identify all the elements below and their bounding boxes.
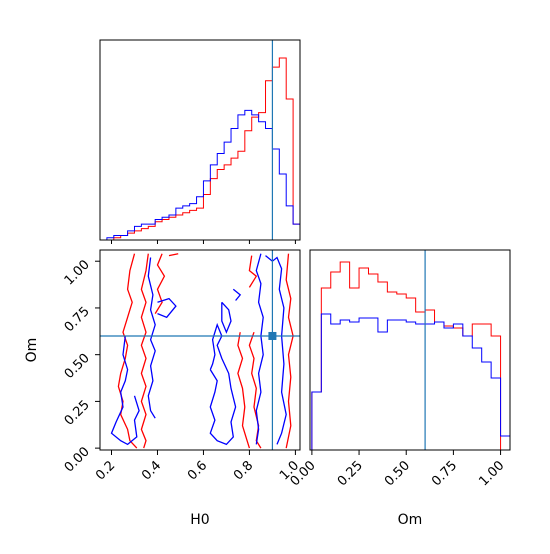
contour-red-2 <box>154 253 166 314</box>
x-axis-label-om: Om <box>398 512 423 528</box>
contour-blue-5 <box>265 255 287 445</box>
hist-h0-panel <box>99 39 301 241</box>
hist-om-xtick-label: 0.25 <box>335 458 366 489</box>
contour-red-4 <box>248 255 258 288</box>
contour-red-5 <box>237 332 251 449</box>
hist-om-xtick-label: 1.00 <box>476 458 507 489</box>
contour-blue-2 <box>157 297 177 319</box>
x-axis-label-h0: H0 <box>190 512 209 528</box>
hist-om-panel <box>309 249 511 451</box>
contour-red-7 <box>285 253 294 449</box>
contour-blue-4 <box>255 253 264 445</box>
hist-om-series-blue <box>311 313 510 450</box>
hist-om-xtick-label: 0.75 <box>429 458 460 489</box>
contour-blue-7 <box>232 288 242 301</box>
contour-ytick-label: 0.75 <box>62 304 93 335</box>
contour-blue-0 <box>110 335 140 446</box>
contour-red-0 <box>117 253 138 449</box>
contour-frame <box>99 249 301 451</box>
contour-blue-6 <box>221 301 232 334</box>
contour-xtick-label: 0.2 <box>93 458 118 483</box>
contour-blue-3 <box>209 322 237 446</box>
y-axis-label-om: Om <box>24 338 40 363</box>
contour-xtick-label: 0.6 <box>185 458 210 483</box>
hist-h0-series-red <box>100 57 301 241</box>
hist-om-frame <box>309 249 511 451</box>
contour-xtick-label: 0.4 <box>139 458 164 483</box>
contour-panel <box>99 249 301 451</box>
contour-red-1 <box>140 253 149 449</box>
truth-marker <box>268 331 277 340</box>
contour-ytick-label: 0.50 <box>62 351 93 382</box>
contour-red-6 <box>248 331 262 449</box>
contour-ytick-label: 1.00 <box>62 257 93 288</box>
contour-xtick-label: 0.8 <box>231 458 256 483</box>
hist-h0-series-blue <box>100 109 301 241</box>
hist-om-series-red <box>311 261 510 451</box>
contour-blue-1 <box>147 257 156 419</box>
contour-ytick-label: 0.25 <box>62 398 93 429</box>
hist-h0-frame <box>99 39 301 241</box>
contour-ytick-label: 0.00 <box>62 444 93 475</box>
hist-om-xtick-label: 0.50 <box>382 458 413 489</box>
contour-red-3 <box>168 253 179 257</box>
